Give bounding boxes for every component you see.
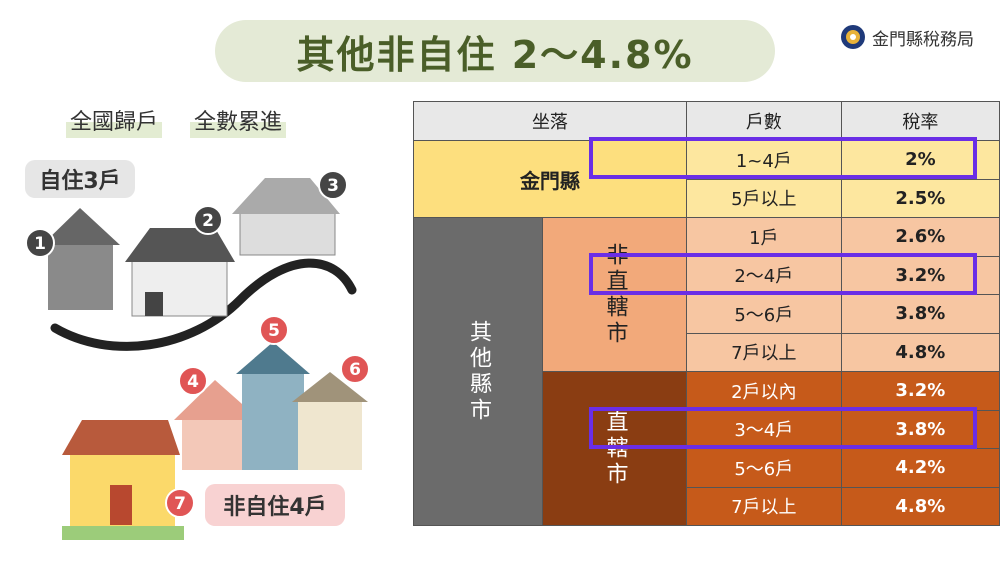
table-row: 3～4戶 3.8% xyxy=(414,409,1000,449)
subtitle: 全數累進 xyxy=(190,102,287,138)
table-row: 5～6戶 4.2% xyxy=(414,448,1000,488)
badge xyxy=(165,488,195,518)
column-header: 坐落 xyxy=(413,101,687,141)
household-count: 5～6戶 xyxy=(685,294,842,334)
highlight xyxy=(589,253,977,295)
tax-rate: 2.5% xyxy=(840,178,1000,218)
subtitle: 全國歸戶 xyxy=(66,102,163,138)
badge-number: 1 xyxy=(34,234,46,254)
table-row: 坐落 戶數 稅率 xyxy=(413,101,1000,141)
badge-number: 6 xyxy=(349,360,361,380)
owner-label: 自住3戶 xyxy=(25,160,135,198)
household-count: 5戶以上 xyxy=(685,178,842,218)
organization: 金門縣稅務局 xyxy=(872,30,974,50)
table-row: 7戶以上 4.8% xyxy=(414,332,1000,372)
household-count: 2戶以內 xyxy=(685,371,842,411)
household-count: 7戶以上 xyxy=(685,332,842,372)
column-header: 戶數 xyxy=(685,101,842,141)
badge-number: 5 xyxy=(268,321,280,341)
household-count: 1~4戶 xyxy=(685,140,842,180)
badge xyxy=(178,366,208,396)
table-row: 7戶以上 4.8% xyxy=(414,486,1000,526)
column-header: 稅率 xyxy=(840,101,1000,141)
location: 其他縣市 xyxy=(413,217,543,526)
table-row: 其他縣市 非直轄市 1戶 2.6% xyxy=(413,217,1000,526)
table-row: 5戶以上 2.5% xyxy=(414,178,1000,218)
household-count: 1戶 xyxy=(685,217,842,257)
badge-number: 2 xyxy=(202,211,214,231)
table-row: 5～6戶 3.8% xyxy=(414,294,1000,334)
tax-rate: 3.2% xyxy=(840,371,1000,411)
household-count: 7戶以上 xyxy=(685,486,842,526)
badge xyxy=(340,354,370,384)
badge xyxy=(318,170,348,200)
badge-number: 7 xyxy=(174,494,186,514)
household-count: 5～6戶 xyxy=(685,448,842,488)
tax-rate: 4.8% xyxy=(840,486,1000,526)
houses: 1 2 3 4 5 6 7 xyxy=(25,170,370,540)
tax-rate: 2.6% xyxy=(840,217,1000,257)
highlight xyxy=(589,137,977,179)
badge-number: 3 xyxy=(327,176,339,196)
badge-number: 4 xyxy=(187,372,199,392)
title: 其他非自住 2～4.8% xyxy=(215,20,775,82)
badge xyxy=(25,228,55,258)
logo xyxy=(841,25,865,49)
non-owner-label: 非自住4戶 xyxy=(205,484,345,526)
tax-rate: 4.2% xyxy=(840,448,1000,488)
tax-table: 坐落 戶數 稅率 金門縣 1~4戶 2% 5戶以上 2.5% 其他縣市 非直轄市 1戶 2.6% 2～4… xyxy=(413,101,1000,526)
tax-rate: 4.8% xyxy=(840,332,1000,372)
highlight xyxy=(589,407,977,449)
tax-rate: 3.8% xyxy=(840,294,1000,334)
badge xyxy=(193,205,223,235)
badge xyxy=(259,315,289,345)
